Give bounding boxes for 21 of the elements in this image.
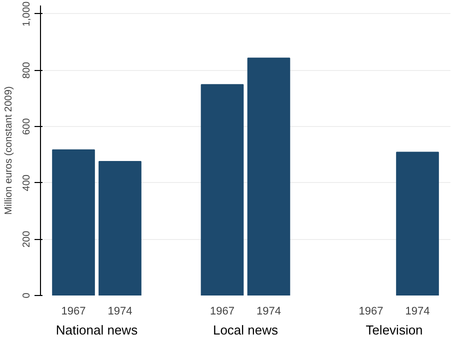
y-tick-label: 1,000 [22,0,32,26]
x-tick-label: Local news [212,322,279,338]
bar [247,58,290,296]
y-tick-label: 200 [22,230,32,248]
x-tick-label: National news [56,322,138,338]
series-label: 1967 [61,306,86,318]
text: 1967 [358,306,384,318]
bar [200,84,244,296]
y-tick-label: 600 [22,118,32,135]
y-axis-title: Million euros (constant 2009) [4,86,14,215]
bar [98,160,142,296]
bar [52,149,95,296]
series-label: 1974 [108,306,132,318]
y-tick-label: 0 [22,292,32,298]
text: 1967 [210,306,235,318]
text: 1974 [405,306,430,318]
bar [396,152,439,296]
y-tick-label: 800 [22,61,32,79]
x-tick-label: Television [366,322,423,338]
text: 1974 [256,306,281,318]
y-tick-label: 400 [22,174,32,192]
